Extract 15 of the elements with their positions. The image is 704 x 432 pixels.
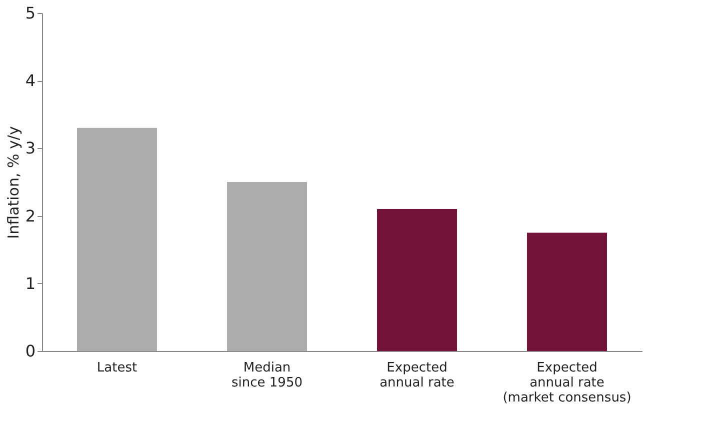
y-tick-label: 4 xyxy=(25,71,36,90)
bar xyxy=(227,182,307,351)
y-tick-label: 1 xyxy=(25,274,36,293)
bar xyxy=(527,232,607,351)
x-tick-label: Median since 1950 xyxy=(232,360,302,390)
bar xyxy=(77,128,157,351)
y-tick-label: 2 xyxy=(25,206,36,226)
x-tick-label: Expected annual rate (market consensus) xyxy=(502,360,632,406)
bar xyxy=(377,209,457,351)
y-tick-label: 5 xyxy=(25,4,36,22)
x-tick-label: Expected annual rate xyxy=(380,360,454,390)
y-axis-title: Inflation, % y/y xyxy=(4,126,22,239)
y-tick-label: 3 xyxy=(25,138,36,158)
y-tick-label: 0 xyxy=(25,342,36,360)
x-tick-label: Latest xyxy=(96,360,138,376)
